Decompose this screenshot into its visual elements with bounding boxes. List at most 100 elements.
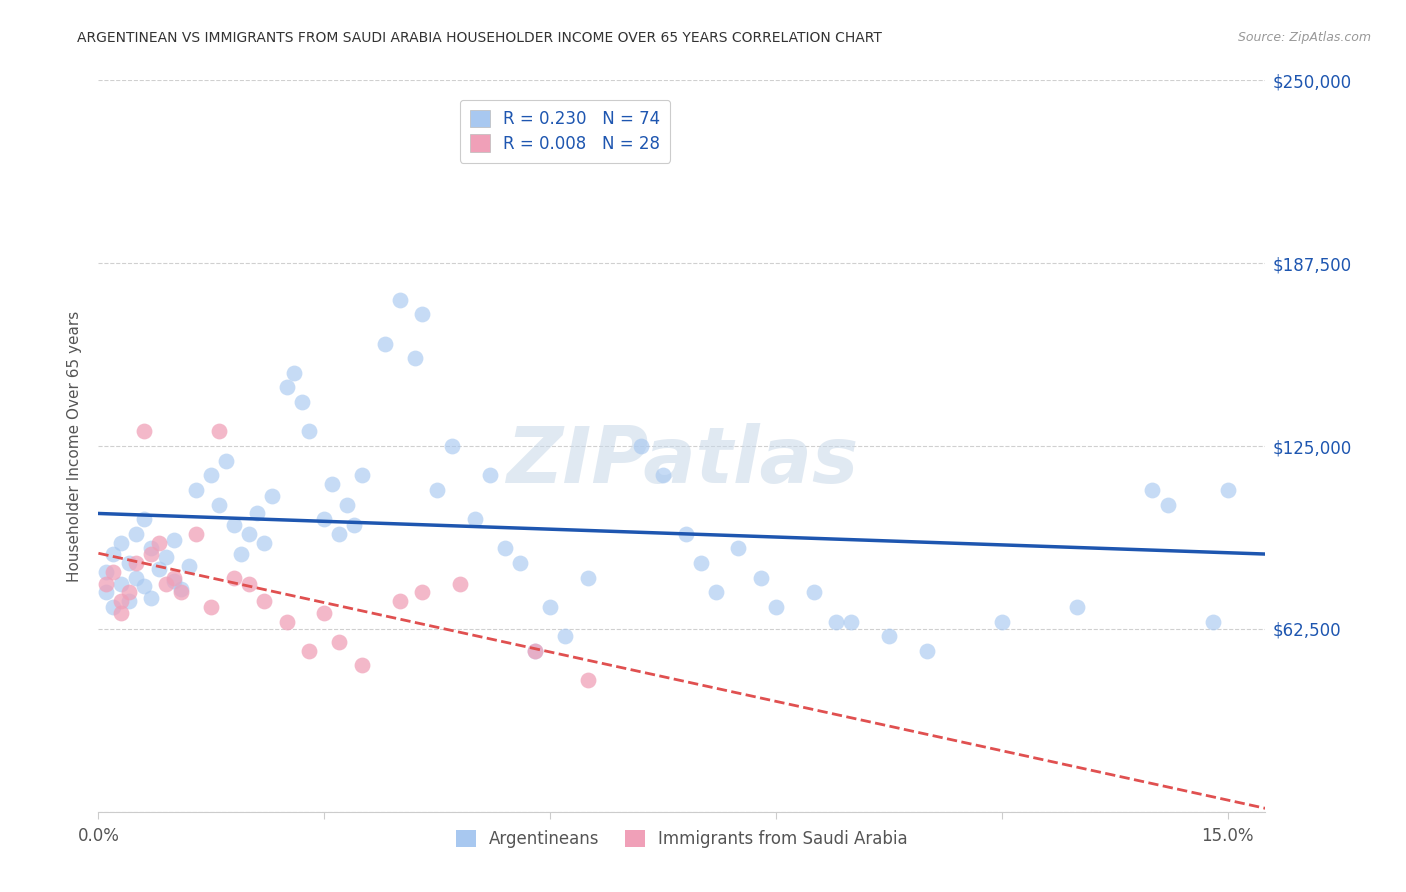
- Point: [94, 585, 117, 599]
- Point: [139, 591, 162, 606]
- Point: [538, 599, 561, 614]
- Point: [125, 526, 148, 541]
- Point: [298, 425, 321, 439]
- Point: [253, 535, 276, 549]
- Point: [314, 606, 336, 620]
- Point: [350, 468, 373, 483]
- Point: [110, 594, 132, 608]
- Point: [877, 629, 900, 643]
- Point: [117, 556, 139, 570]
- Point: [103, 565, 125, 579]
- Point: [404, 351, 426, 366]
- Text: Source: ZipAtlas.com: Source: ZipAtlas.com: [1237, 31, 1371, 45]
- Point: [328, 635, 350, 649]
- Point: [449, 576, 471, 591]
- Point: [110, 576, 132, 591]
- Point: [155, 550, 177, 565]
- Point: [554, 629, 576, 643]
- Point: [103, 547, 125, 561]
- Point: [388, 293, 411, 307]
- Point: [749, 571, 772, 585]
- Point: [350, 658, 373, 673]
- Point: [478, 468, 501, 483]
- Point: [524, 644, 547, 658]
- Point: [915, 644, 938, 658]
- Point: [576, 571, 599, 585]
- Point: [163, 574, 186, 588]
- Point: [1142, 483, 1164, 497]
- Point: [411, 585, 433, 599]
- Point: [291, 395, 314, 409]
- Point: [1156, 498, 1178, 512]
- Point: [599, 132, 621, 146]
- Point: [110, 535, 132, 549]
- Point: [148, 535, 170, 549]
- Point: [727, 541, 749, 556]
- Point: [825, 615, 848, 629]
- Point: [441, 439, 464, 453]
- Point: [139, 541, 162, 556]
- Point: [704, 585, 727, 599]
- Point: [1216, 483, 1239, 497]
- Point: [336, 498, 359, 512]
- Point: [260, 489, 283, 503]
- Point: [222, 518, 245, 533]
- Point: [276, 380, 298, 394]
- Point: [125, 556, 148, 570]
- Point: [314, 512, 336, 526]
- Text: ARGENTINEAN VS IMMIGRANTS FROM SAUDI ARABIA HOUSEHOLDER INCOME OVER 65 YEARS COR: ARGENTINEAN VS IMMIGRANTS FROM SAUDI ARA…: [77, 31, 882, 45]
- Point: [524, 644, 547, 658]
- Point: [94, 565, 117, 579]
- Point: [170, 585, 193, 599]
- Point: [186, 483, 208, 497]
- Point: [343, 518, 366, 533]
- Point: [652, 468, 675, 483]
- Point: [208, 498, 231, 512]
- Point: [170, 582, 193, 597]
- Point: [675, 526, 697, 541]
- Point: [426, 483, 449, 497]
- Point: [509, 556, 531, 570]
- Point: [222, 571, 245, 585]
- Point: [373, 336, 395, 351]
- Point: [215, 453, 238, 467]
- Text: ZIPatlas: ZIPatlas: [506, 423, 858, 499]
- Y-axis label: Householder Income Over 65 years: Householder Income Over 65 years: [67, 310, 83, 582]
- Point: [253, 594, 276, 608]
- Point: [208, 425, 231, 439]
- Point: [630, 439, 652, 453]
- Point: [155, 576, 177, 591]
- Point: [125, 571, 148, 585]
- Point: [238, 526, 260, 541]
- Point: [200, 468, 222, 483]
- Point: [110, 606, 132, 620]
- Point: [139, 547, 162, 561]
- Point: [1066, 599, 1088, 614]
- Point: [321, 477, 343, 491]
- Point: [283, 366, 305, 380]
- Point: [186, 526, 208, 541]
- Point: [765, 599, 787, 614]
- Legend: Argentineans, Immigrants from Saudi Arabia: Argentineans, Immigrants from Saudi Arab…: [450, 823, 914, 855]
- Point: [494, 541, 516, 556]
- Point: [103, 599, 125, 614]
- Point: [991, 615, 1014, 629]
- Point: [117, 594, 139, 608]
- Point: [238, 576, 260, 591]
- Point: [117, 585, 139, 599]
- Point: [132, 425, 155, 439]
- Point: [148, 562, 170, 576]
- Point: [388, 594, 411, 608]
- Point: [803, 585, 825, 599]
- Point: [276, 615, 298, 629]
- Point: [328, 526, 350, 541]
- Point: [163, 533, 186, 547]
- Point: [163, 571, 186, 585]
- Point: [839, 615, 862, 629]
- Point: [200, 599, 222, 614]
- Point: [1202, 615, 1225, 629]
- Point: [132, 512, 155, 526]
- Point: [298, 644, 321, 658]
- Point: [132, 579, 155, 593]
- Point: [231, 547, 253, 561]
